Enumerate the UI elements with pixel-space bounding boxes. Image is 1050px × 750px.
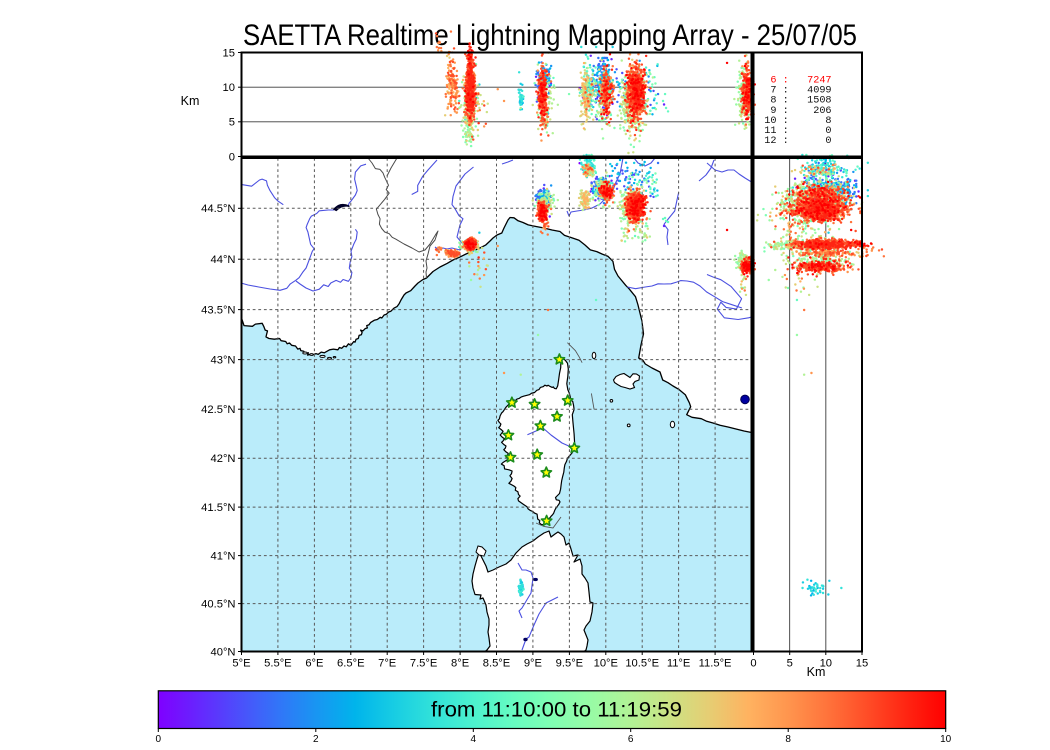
- svg-text:7.5°E: 7.5°E: [410, 658, 438, 670]
- svg-text:42°N: 42°N: [211, 453, 236, 465]
- svg-text:7°E: 7°E: [378, 658, 396, 670]
- svg-text:5.5°E: 5.5°E: [264, 658, 292, 670]
- svg-text:10: 10: [940, 734, 952, 745]
- svg-text:9°E: 9°E: [524, 658, 542, 670]
- svg-text:8 : 1508: 8 : 1508: [764, 96, 831, 107]
- svg-text:0: 0: [750, 658, 756, 670]
- svg-text:from 11:10:00 to 11:19:59: from 11:10:00 to 11:19:59: [431, 699, 682, 722]
- svg-text:41°N: 41°N: [211, 550, 236, 562]
- svg-text:41.5°N: 41.5°N: [201, 502, 235, 514]
- svg-text:9.5°E: 9.5°E: [556, 658, 584, 670]
- svg-text:43.5°N: 43.5°N: [201, 304, 235, 316]
- svg-text:40.5°N: 40.5°N: [201, 598, 235, 610]
- svg-text:8.5°E: 8.5°E: [483, 658, 511, 670]
- svg-text:44.5°N: 44.5°N: [201, 203, 235, 215]
- svg-text:12 : 0: 12 : 0: [764, 136, 831, 147]
- svg-text:6 : 7247: 6 : 7247: [764, 76, 831, 87]
- svg-text:40°N: 40°N: [211, 646, 236, 658]
- svg-text:15: 15: [223, 47, 235, 59]
- svg-text:10: 10: [223, 82, 235, 94]
- svg-text:SAETTA Realtime Lightning Mapp: SAETTA Realtime Lightning Mapping Array …: [243, 19, 857, 52]
- svg-text:2: 2: [313, 734, 319, 745]
- svg-text:7 : 4099: 7 : 4099: [764, 86, 831, 97]
- svg-text:8°E: 8°E: [451, 658, 469, 670]
- svg-text:15: 15: [856, 658, 868, 670]
- svg-text:8: 8: [785, 734, 791, 745]
- svg-text:5: 5: [787, 658, 793, 670]
- svg-text:9 : 206: 9 : 206: [764, 106, 831, 117]
- svg-text:0: 0: [156, 734, 162, 745]
- svg-text:43°N: 43°N: [211, 354, 236, 366]
- svg-text:5°E: 5°E: [232, 658, 250, 670]
- svg-text:44°N: 44°N: [211, 254, 236, 266]
- svg-text:Km: Km: [807, 665, 826, 679]
- svg-text:4: 4: [471, 734, 477, 745]
- svg-text:6.5°E: 6.5°E: [337, 658, 365, 670]
- svg-text:10.5°E: 10.5°E: [625, 658, 659, 670]
- svg-text:11 : 0: 11 : 0: [764, 126, 831, 137]
- svg-text:10: 10: [820, 658, 832, 670]
- svg-text:11.5°E: 11.5°E: [699, 658, 732, 670]
- svg-text:10°E: 10°E: [594, 658, 618, 670]
- svg-text:11°E: 11°E: [667, 658, 691, 670]
- svg-text:Km: Km: [181, 94, 200, 108]
- svg-text:0: 0: [229, 151, 235, 163]
- svg-text:6: 6: [628, 734, 634, 745]
- svg-text:5: 5: [229, 117, 235, 129]
- svg-text:42.5°N: 42.5°N: [201, 404, 235, 416]
- svg-text:6°E: 6°E: [305, 658, 323, 670]
- svg-text:10 : 8: 10 : 8: [764, 116, 831, 127]
